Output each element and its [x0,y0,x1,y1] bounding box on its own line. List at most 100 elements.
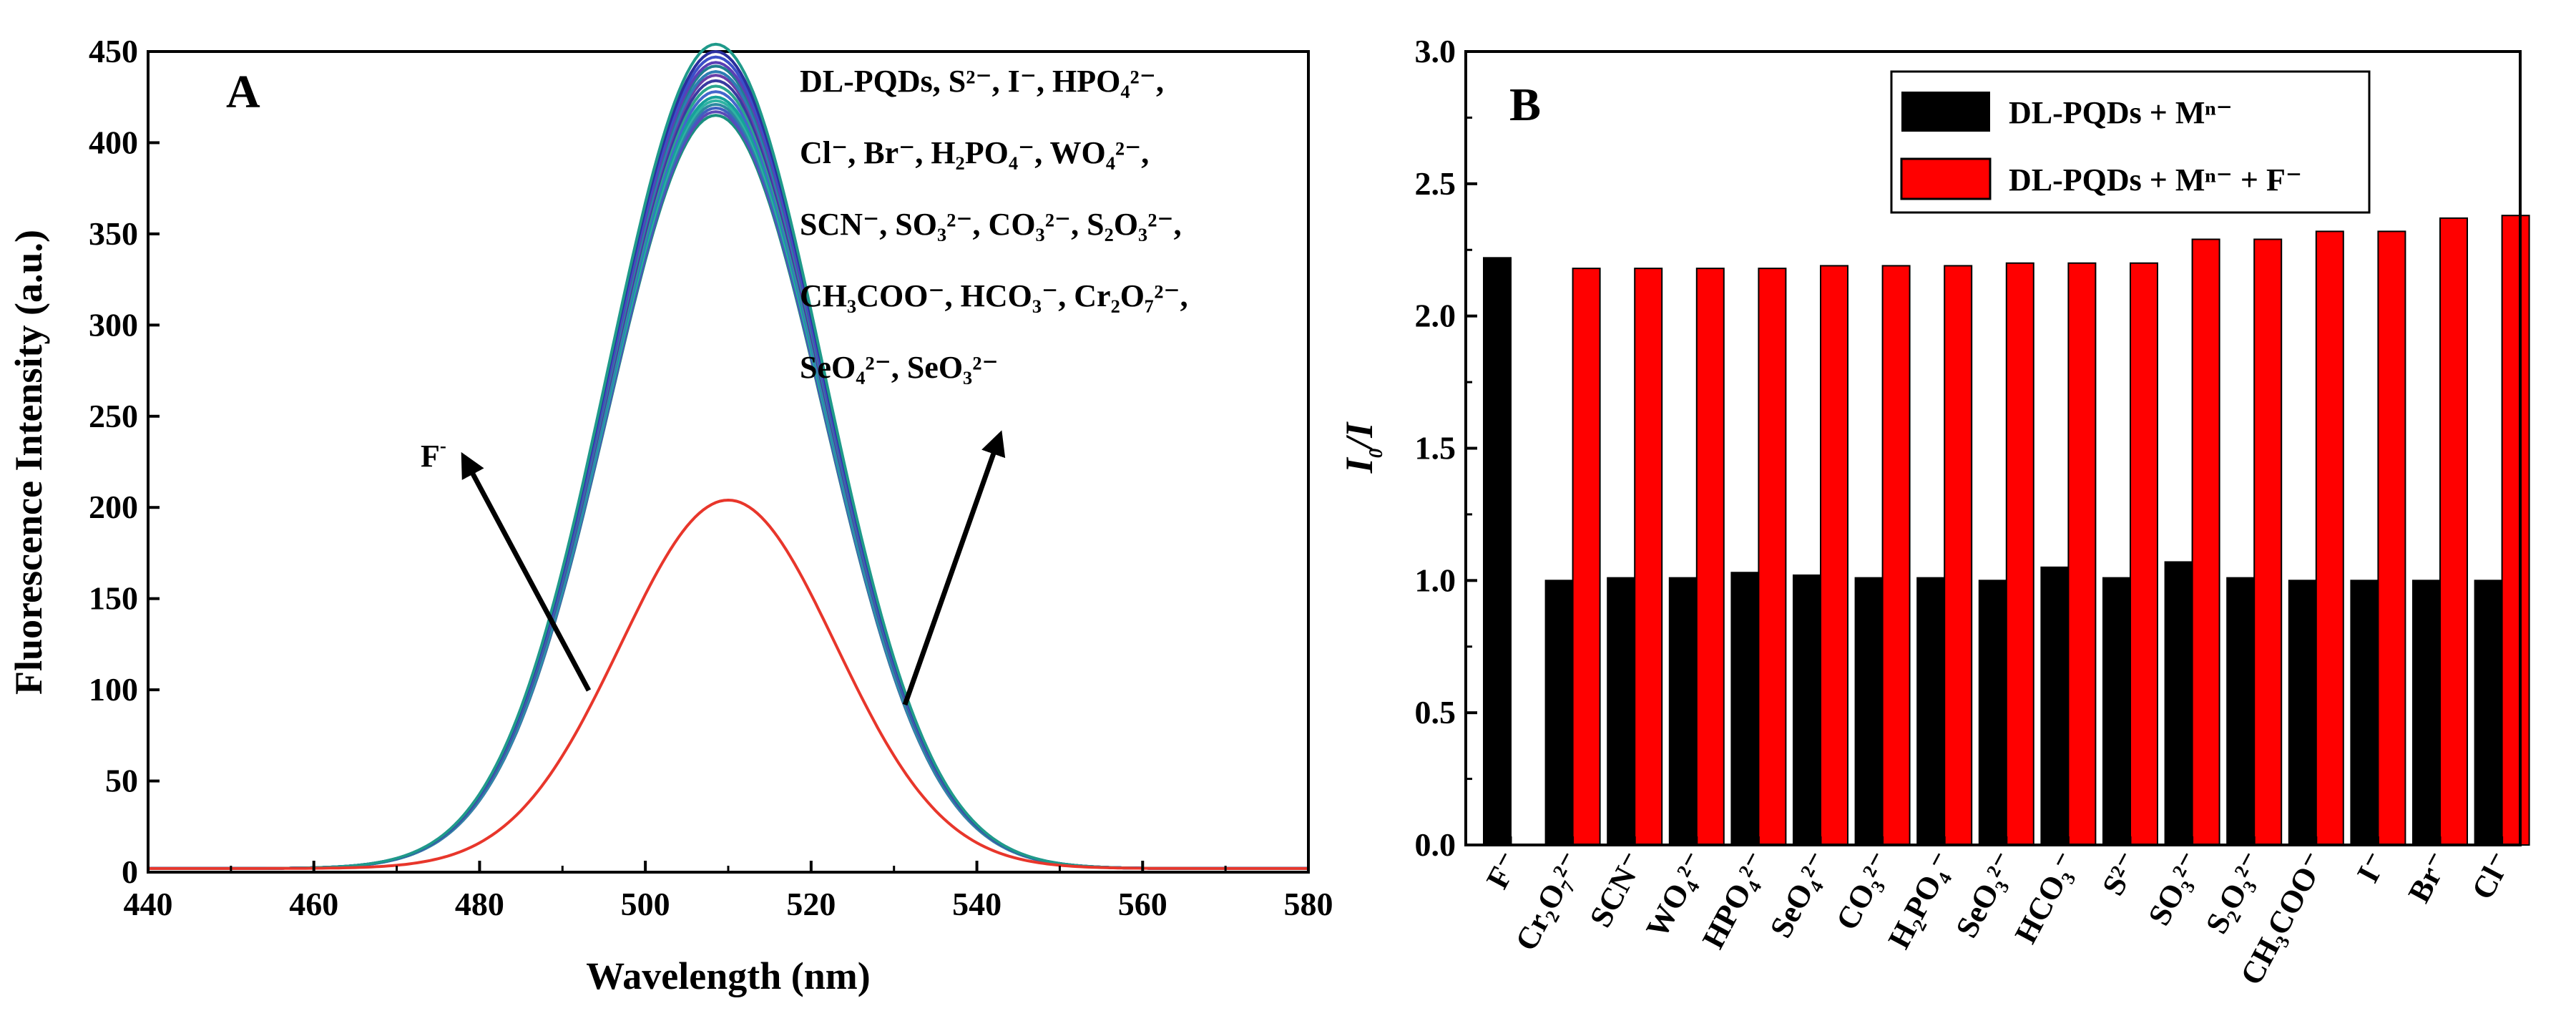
bar-black [1607,577,1636,846]
b-category-label: F⁻ [1479,846,1527,894]
bar-red [1572,268,1601,846]
spectrum-line [148,79,1308,870]
panel-a-x-ticks: 440 460 480 500 520 540 560 580 [124,861,1333,922]
f-arrow [461,451,592,692]
panel-a-y-axis-label: Fluorescence Intensity (a.u.) [7,230,50,695]
a-y-tick-label: 450 [89,33,138,69]
legend-swatch-red [1900,157,1992,200]
legend-label-1: DL-PQDs + Mⁿ⁻ [2009,95,2233,130]
spectrum-line [148,498,1308,870]
b-y-tick-label: 0.0 [1415,826,1456,863]
panel-a-y-ticks: 0 50 100 150 200 250 300 350 400 450 [89,33,160,890]
a-x-tick-label: 560 [1118,886,1167,922]
panel-a-label: A [226,66,260,118]
spectrum-line [148,64,1308,870]
panel-b-bars [1483,215,2530,846]
a-y-tick-label: 0 [122,854,138,890]
bar-red [1881,265,1911,846]
f-arrow-label: F- [421,435,446,474]
b-category-label: SeO₄²⁻ [1763,846,1837,944]
b-y-tick-label: 2.5 [1415,165,1456,202]
legend-label-2: DL-PQDs + Mⁿ⁻ + F⁻ [2009,162,2302,197]
spectrum-line [148,69,1308,870]
b-category-label: SO₃²⁻ [2141,846,2208,932]
bar-black [2164,561,2193,846]
bar-black [1544,580,1574,846]
bar-red [1820,265,1848,846]
legend-swatch-black [1901,92,1990,132]
bar-red [2005,262,2034,846]
anion-list-line-2: Cl⁻, Br⁻, H₂PO₄⁻, WO₄²⁻, [800,135,1149,170]
bar-red [2439,217,2468,846]
bar-black [1483,257,1512,846]
bar-red [2501,215,2530,846]
panel-b-y-axis-label: I0/I [1338,421,1386,474]
panel-a-curves [148,42,1308,870]
panel-b-x-ticks: F⁻Cr₂O₇²⁻SCN⁻WO₄²⁻HPO₄²⁻SeO₄²⁻CO₃²⁻H₂PO₄… [1479,836,2518,991]
a-y-tick-label: 100 [89,671,138,708]
b-category-label: S²⁻ [2095,846,2147,901]
anion-list-line-1: DL-PQDs, S²⁻, I⁻, HPO₄²⁻, [800,64,1164,99]
b-y-tick-label: 2.0 [1415,298,1456,334]
bar-red [1758,268,1787,846]
spectrum-line [148,55,1308,870]
bar-black [2102,577,2131,846]
a-x-tick-label: 520 [786,886,836,922]
b-category-label: I⁻ [2350,846,2394,889]
bar-black [2474,580,2503,846]
bar-red [2130,262,2158,846]
bar-red [2067,262,2097,846]
a-y-tick-label: 350 [89,215,138,252]
bar-red [1944,265,1973,846]
bar-black [2350,580,2379,846]
panel-b-label: B [1509,79,1541,131]
a-x-tick-label: 440 [124,886,173,922]
bar-black [2288,580,2317,846]
bar-black [1668,577,1698,846]
anion-arrow [902,430,1006,706]
bar-black [1730,572,1760,846]
panel-a-plot-frame [147,50,1310,874]
panel-b-y-ticks: 0.0 0.5 1.0 1.5 2.0 2.5 3.0 [1415,33,1477,863]
panel-a: 0 50 100 150 200 250 300 350 400 450 440 460 480 500… [7,33,1333,997]
a-y-tick-label: 50 [105,763,138,799]
b-category-label: Cl⁻ [2465,846,2519,905]
anion-list-line-3: SCN⁻, SO₃²⁻, CO₃²⁻, S₂O₃²⁻, [800,207,1182,242]
a-x-tick-label: 480 [455,886,504,922]
a-y-tick-label: 250 [89,398,138,434]
a-x-tick-label: 580 [1284,886,1333,922]
bar-red [1695,268,1725,846]
bar-red [2191,238,2220,846]
spectrum-line [148,61,1308,870]
bar-black [2226,577,2256,846]
a-x-tick-label: 500 [621,886,670,922]
panel-b-legend: DL-PQDs + Mⁿ⁻ DL-PQDs + Mⁿ⁻ + F⁻ [1890,70,2371,214]
bar-black [1916,577,1946,846]
a-x-tick-label: 460 [289,886,338,922]
bar-red [2377,230,2406,846]
bar-red [2253,238,2283,846]
spectrum-line [148,74,1308,870]
spectrum-line [148,84,1308,870]
a-y-tick-label: 400 [89,124,138,160]
bar-black [2040,566,2070,846]
bar-black [2412,580,2441,846]
anion-list-line-5: SeO₄²⁻, SeO₃²⁻ [800,350,999,385]
b-y-tick-label: 3.0 [1415,33,1456,69]
panel-b: 0.0 0.5 1.0 1.5 2.0 2.5 3.0 F⁻Cr₂O₇²⁻SCN⁻WO₄²⁻… [1338,33,2530,991]
b-category-label: Br⁻ [2401,846,2457,909]
bar-black [1854,577,1884,846]
bar-red [2315,230,2344,846]
a-y-tick-label: 200 [89,489,138,525]
bar-black [1978,580,2007,846]
a-y-tick-label: 150 [89,580,138,617]
a-x-tick-label: 540 [952,886,1001,922]
b-y-tick-label: 0.5 [1415,694,1456,731]
a-y-tick-label: 300 [89,306,138,343]
b-category-label: SCN⁻ [1583,846,1651,933]
bar-black [1793,574,1821,846]
b-y-tick-label: 1.0 [1415,562,1456,598]
spectrum-line [148,49,1308,870]
panel-a-x-axis-label: Wavelength (nm) [586,954,871,997]
